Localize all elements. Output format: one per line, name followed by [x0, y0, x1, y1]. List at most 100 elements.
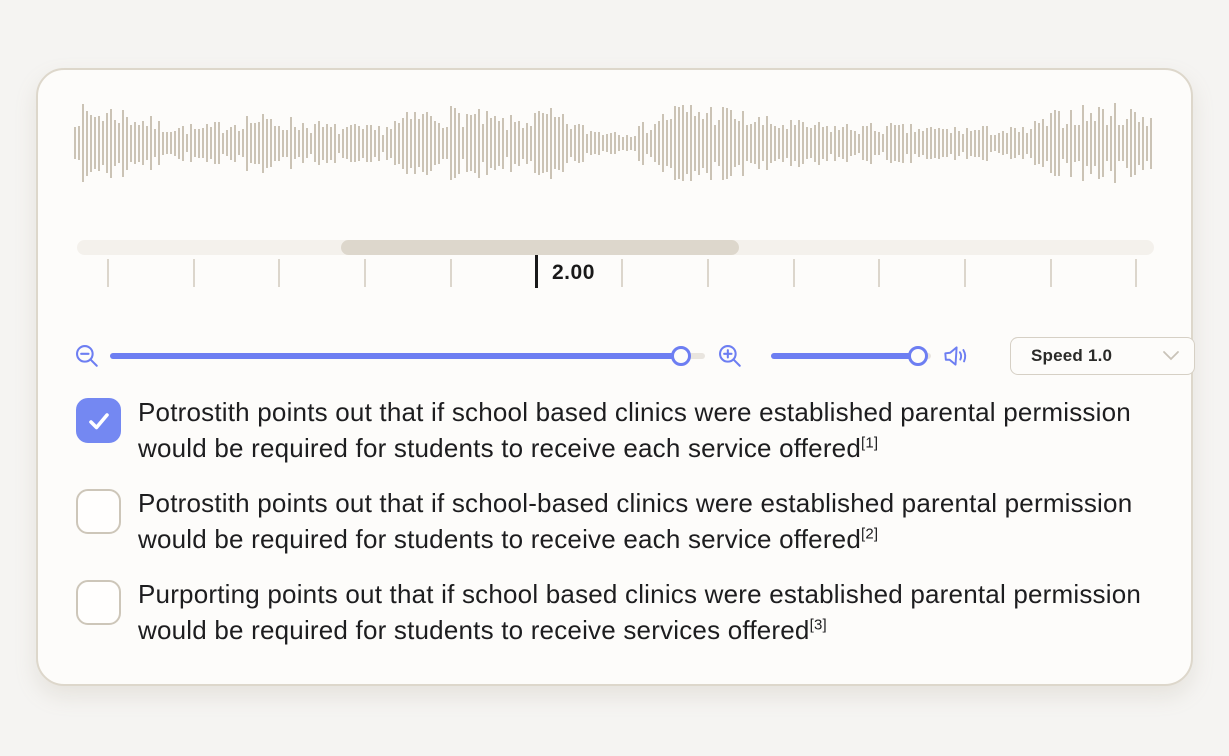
waveform-bar [782, 124, 784, 162]
waveform-bar [434, 121, 436, 165]
scrubber-track[interactable] [77, 240, 1154, 255]
waveform-bar [210, 127, 212, 159]
waveform-bar [334, 123, 336, 163]
zoom-in-icon[interactable] [717, 343, 743, 369]
waveform-bar [834, 125, 836, 161]
ruler-tick [192, 259, 195, 287]
speed-dropdown[interactable]: Speed 1.0 [1010, 337, 1195, 375]
waveform-bar [1146, 125, 1148, 161]
waveform-bar [710, 106, 712, 180]
waveform-bar [1118, 125, 1120, 161]
waveform-bar [1054, 110, 1056, 176]
waveform-bar [594, 132, 596, 154]
waveform-bar [406, 112, 408, 174]
playhead-marker[interactable] [535, 255, 538, 288]
speaker-icon[interactable] [941, 342, 969, 370]
waveform-bar [758, 117, 760, 169]
transcription-option-2[interactable]: Potrostith points out that if school-bas… [76, 488, 1166, 557]
waveform-bar [218, 122, 220, 164]
waveform-bar [226, 130, 228, 156]
waveform-bar [474, 113, 476, 173]
zoom-slider[interactable] [110, 346, 705, 366]
waveform-bar [354, 124, 356, 162]
waveform-bar [294, 127, 296, 159]
ruler-tick [706, 259, 709, 287]
waveform-bar [930, 127, 932, 159]
waveform-bar [1038, 122, 1040, 164]
waveform-bar [634, 135, 636, 151]
waveform-bar [850, 130, 852, 156]
waveform-bar [170, 132, 172, 154]
waveform-bar [206, 124, 208, 162]
transcription-option-1[interactable]: Potrostith points out that if school bas… [76, 397, 1166, 466]
waveform-bar [134, 122, 136, 164]
waveform-bar [94, 117, 96, 169]
waveform-bar [322, 126, 324, 160]
waveform-bar [422, 114, 424, 172]
option-text-body: Potrostith points out that if school-bas… [138, 488, 1133, 554]
waveform-bar [1122, 125, 1124, 161]
option-text-body: Potrostith points out that if school bas… [138, 397, 1131, 463]
waveform-bar [194, 129, 196, 157]
waveform-bar [346, 127, 348, 159]
volume-slider[interactable] [771, 346, 931, 366]
waveform-bar [546, 114, 548, 172]
waveform-bar [646, 132, 648, 154]
waveform-bar [454, 108, 456, 178]
waveform-bar [826, 125, 828, 161]
transcription-option-3[interactable]: Purporting points out that if school bas… [76, 579, 1166, 648]
volume-slider-handle[interactable] [908, 346, 929, 366]
waveform-bar [778, 127, 780, 159]
waveform-bar [158, 121, 160, 165]
waveform-bar [790, 120, 792, 166]
waveform-bar [814, 124, 816, 162]
waveform-bar [358, 125, 360, 161]
waveform-bar [490, 118, 492, 168]
waveform-bar [990, 134, 992, 152]
checkbox-unchecked[interactable] [76, 580, 121, 625]
waveform-bar [526, 122, 528, 164]
waveform-bar [622, 136, 624, 150]
waveform-bar [618, 135, 620, 151]
zoom-slider-handle[interactable] [671, 346, 692, 366]
waveform-bar [98, 115, 100, 171]
option-text-body: Purporting points out that if school bas… [138, 579, 1142, 645]
zoom-out-icon[interactable] [74, 343, 100, 369]
zoom-slider-fill [110, 353, 682, 359]
waveform-bar [366, 124, 368, 162]
waveform-bar [722, 106, 724, 180]
checkbox-unchecked[interactable] [76, 489, 121, 534]
checkbox-checked[interactable] [76, 398, 121, 443]
waveform-bar [458, 112, 460, 174]
waveform-bar [522, 127, 524, 159]
waveform-bar [382, 134, 384, 152]
option-citation: [1] [861, 434, 879, 452]
waveform-bar [1014, 128, 1016, 158]
waveform-bar [578, 123, 580, 163]
waveform-bar [958, 130, 960, 156]
waveform-bar [1026, 132, 1028, 154]
waveform-bar [1022, 127, 1024, 159]
waveform-bar [586, 133, 588, 153]
waveform-bar [1074, 124, 1076, 162]
waveform-bar [114, 120, 116, 166]
transcription-option-text: Potrostith points out that if school-bas… [138, 485, 1158, 557]
waveform-bar [766, 116, 768, 170]
waveform-bar [882, 134, 884, 152]
waveform-bar [570, 129, 572, 157]
waveform-bar [242, 129, 244, 157]
waveform-bar [314, 124, 316, 162]
audio-waveform[interactable] [74, 96, 1154, 190]
waveform-bar [338, 133, 340, 153]
waveform-bar [330, 126, 332, 160]
waveform-bar [254, 122, 256, 164]
scrubber-viewport-handle[interactable] [340, 240, 740, 255]
waveform-bar [1066, 123, 1068, 163]
waveform-bar [926, 127, 928, 159]
waveform-bar [626, 135, 628, 151]
timeline-ruler: 2.00 [38, 255, 1195, 295]
waveform-bar [878, 131, 880, 155]
waveform-bar [742, 110, 744, 176]
waveform-bar [862, 126, 864, 160]
waveform-bar [418, 119, 420, 167]
